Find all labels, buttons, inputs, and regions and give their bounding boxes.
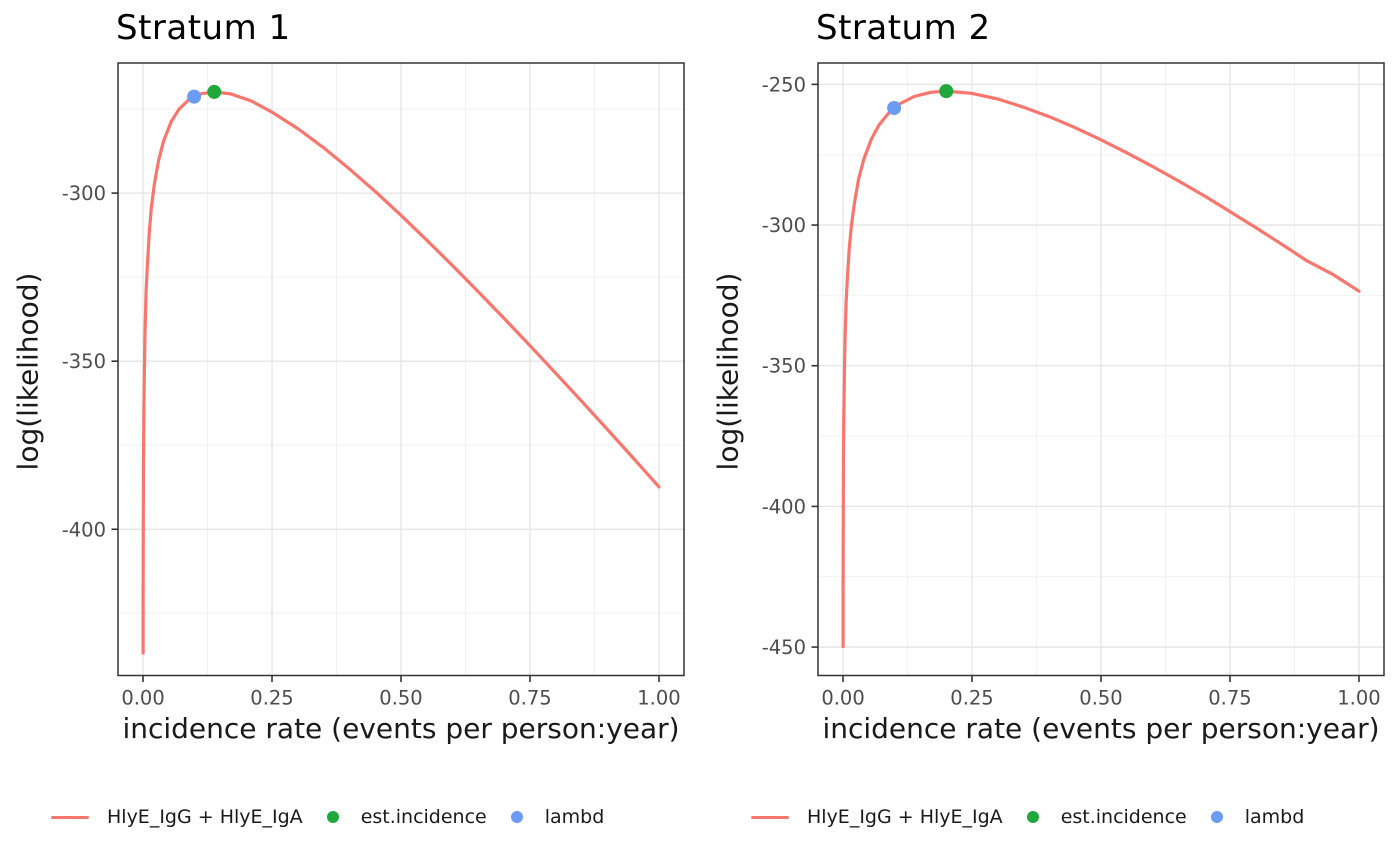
- y-tick-label: -250: [762, 73, 806, 96]
- y-tick-label: -350: [62, 350, 106, 373]
- chart-panel-stratum-2: 0.00 0.25 0.50 0.75 1.00 -250 -300 -350 -400 -450: [762, 62, 1385, 710]
- lambda-point: [187, 89, 202, 104]
- x-axis-title: incidence rate (events per person:year): [822, 712, 1380, 745]
- y-tick-label: -350: [762, 355, 806, 378]
- plot-title-stratum-1: Stratum 1: [116, 8, 291, 48]
- est-incidence-point: [939, 84, 954, 99]
- y-tick-label: -450: [762, 636, 806, 659]
- legend-stratum-2: HlyE_IgG + HlyE_IgA est.incidence lambd: [751, 799, 1328, 835]
- legend-label-curve: HlyE_IgG + HlyE_IgA: [807, 806, 1003, 828]
- legend-label-curve: HlyE_IgG + HlyE_IgA: [107, 806, 303, 828]
- y-tick-label: -300: [62, 182, 106, 205]
- x-tick-label: 1.00: [637, 687, 680, 710]
- chart-panel-stratum-1: 0.00 0.25 0.50 0.75 1.00 -300 -350 -400: [62, 62, 685, 710]
- x-tick-label: 0.25: [250, 687, 293, 710]
- x-tick-label: 0.00: [121, 687, 164, 710]
- legend-est-incidence-dot: [1026, 811, 1039, 823]
- y-tick-label: -300: [762, 214, 806, 237]
- y-tick-label: -400: [762, 495, 806, 518]
- legend-label-lambda: lambd: [544, 806, 605, 828]
- legend-label-lambda: lambd: [1244, 806, 1305, 828]
- x-tick-label: 0.25: [950, 687, 993, 710]
- y-axis-title: log(likelihood): [711, 272, 745, 471]
- x-tick-label: 1.00: [1337, 687, 1380, 710]
- facet-stratum-2: 0.00 0.25 0.50 0.75 1.00 -250 -300 -350 -400 -450…: [700, 0, 1400, 866]
- x-tick-label: 0.50: [1079, 687, 1122, 710]
- legend-label-est-incidence: est.incidence: [360, 806, 487, 828]
- est-incidence-point: [207, 84, 222, 99]
- legend-label-est-incidence: est.incidence: [1060, 806, 1187, 828]
- y-tick-label: -400: [62, 518, 106, 541]
- legend-est-incidence-dot: [326, 811, 339, 823]
- legend-lambda-dot: [1210, 811, 1223, 823]
- x-tick-label: 0.50: [379, 687, 422, 710]
- x-tick-label: 0.75: [508, 687, 551, 710]
- legend-lambda-dot: [510, 811, 523, 823]
- legend-line-swatch: [51, 815, 89, 819]
- x-axis-title: incidence rate (events per person:year): [122, 712, 680, 745]
- legend-line-swatch: [751, 815, 789, 819]
- facet-stratum-1: 0.00 0.25 0.50 0.75 1.00 -300 -350 -400 Stratum…: [11, 8, 685, 835]
- lambda-point: [887, 101, 902, 116]
- plot-title-stratum-2: Stratum 2: [816, 8, 991, 48]
- x-tick-label: 0.00: [821, 687, 864, 710]
- x-tick-label: 0.75: [1208, 687, 1251, 710]
- y-axis-title: log(likelihood): [11, 272, 45, 471]
- legend-stratum-1: HlyE_IgG + HlyE_IgA est.incidence lambd: [51, 799, 628, 835]
